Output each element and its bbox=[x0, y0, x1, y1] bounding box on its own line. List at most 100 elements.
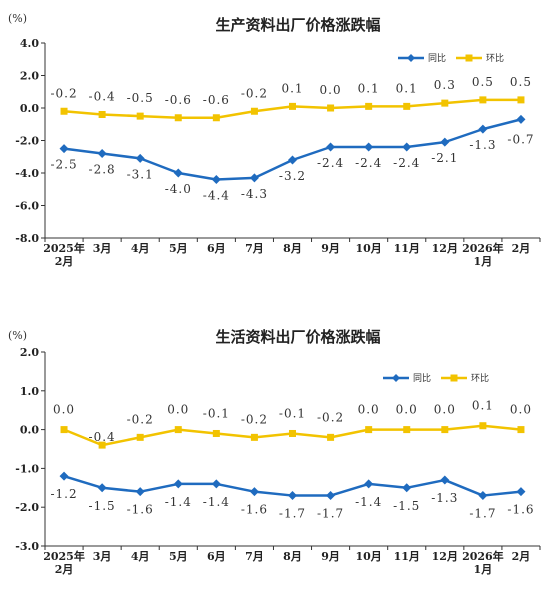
data-label-mom: 0.0 bbox=[167, 403, 189, 417]
data-point-mom bbox=[250, 107, 258, 115]
data-label-mom: 0.1 bbox=[358, 81, 380, 95]
x-tick-label-line: 2026年 bbox=[462, 241, 504, 255]
legend-marker-yoy bbox=[407, 54, 415, 62]
data-label-mom: -0.6 bbox=[203, 93, 230, 107]
x-tick-label-line: 9月 bbox=[321, 242, 340, 255]
x-tick-label: 2026年 1月 bbox=[462, 241, 504, 268]
chart-title: 生产资料出厂价格涨跌幅 bbox=[215, 16, 380, 34]
y-unit-label: (%) bbox=[8, 12, 27, 25]
data-label-yoy: -1.7 bbox=[279, 507, 306, 521]
data-label-yoy: -4.3 bbox=[241, 187, 268, 201]
data-point-mom bbox=[212, 114, 220, 122]
data-point-mom bbox=[136, 112, 144, 120]
x-tick-label-line: 5月 bbox=[169, 242, 188, 255]
x-tick-label: 8月 bbox=[283, 242, 302, 255]
x-tick-label: 4月 bbox=[131, 242, 150, 255]
data-label-mom: 0.1 bbox=[396, 81, 418, 95]
data-point-mom bbox=[517, 96, 525, 104]
x-tick-label-line: 2月 bbox=[55, 563, 74, 576]
data-label-mom: -0.2 bbox=[241, 412, 268, 426]
data-label-mom: -0.2 bbox=[241, 86, 268, 100]
data-label-yoy: -2.1 bbox=[431, 151, 458, 165]
x-tick-label-line: 3月 bbox=[93, 242, 112, 255]
legend-label-mom: 环比 bbox=[471, 372, 489, 384]
chart-title: 生活资料出厂价格涨跌幅 bbox=[215, 328, 380, 346]
data-point-yoy bbox=[211, 175, 221, 184]
data-label-yoy: -3.1 bbox=[127, 167, 154, 181]
y-tick-label: -1.0 bbox=[15, 462, 39, 475]
data-point-yoy bbox=[59, 144, 69, 154]
x-tick-label-line: 11月 bbox=[394, 242, 420, 255]
x-tick-label: 9月 bbox=[321, 242, 340, 255]
data-point-yoy bbox=[97, 149, 107, 158]
data-label-mom: 0.0 bbox=[358, 403, 380, 417]
data-point-mom bbox=[289, 429, 296, 437]
data-label-yoy: -1.4 bbox=[165, 495, 192, 509]
data-point-mom bbox=[479, 96, 487, 104]
data-label-mom: -0.2 bbox=[127, 412, 154, 426]
y-unit-label: (%) bbox=[8, 329, 27, 342]
data-point-mom bbox=[365, 102, 373, 110]
data-point-mom bbox=[403, 426, 411, 434]
data-label-mom: 0.1 bbox=[472, 399, 494, 413]
data-point-yoy bbox=[364, 142, 374, 152]
y-tick-label: 2.0 bbox=[20, 346, 39, 359]
data-point-mom bbox=[174, 114, 182, 122]
data-label-mom: -0.4 bbox=[89, 430, 116, 444]
x-tick-label: 2026年 1月 bbox=[462, 549, 504, 576]
x-tick-label-line: 5月 bbox=[169, 550, 188, 563]
x-tick-label: 2025年 2月 bbox=[43, 241, 85, 268]
data-point-mom bbox=[250, 433, 258, 441]
data-point-yoy bbox=[249, 487, 259, 497]
data-point-yoy bbox=[440, 475, 450, 485]
data-label-yoy: -1.6 bbox=[127, 503, 154, 517]
y-tick-label: 0.0 bbox=[20, 102, 39, 115]
data-label-yoy: -1.3 bbox=[431, 491, 458, 505]
data-label-yoy: -1.2 bbox=[50, 487, 77, 501]
data-point-mom bbox=[136, 433, 144, 441]
x-tick-label-line: 10月 bbox=[355, 242, 381, 255]
x-tick-label: 9月 bbox=[321, 550, 340, 563]
legend-label-yoy: 同比 bbox=[428, 52, 446, 64]
data-label-yoy: -1.7 bbox=[317, 507, 344, 521]
x-tick-label: 10月 bbox=[355, 550, 381, 563]
data-point-yoy bbox=[135, 487, 145, 497]
x-tick-label: 8月 bbox=[283, 550, 302, 563]
data-label-mom: -0.2 bbox=[317, 410, 344, 424]
x-tick-label: 3月 bbox=[93, 242, 112, 255]
x-tick-label-line: 2026年 bbox=[462, 549, 504, 563]
data-point-yoy bbox=[288, 491, 297, 501]
data-point-mom bbox=[174, 426, 182, 434]
data-point-yoy bbox=[135, 153, 145, 163]
x-tick-label-line: 9月 bbox=[321, 550, 340, 563]
y-tick-label: -3.0 bbox=[15, 540, 39, 553]
x-tick-label-line: 6月 bbox=[207, 550, 226, 563]
x-tick-label-line: 10月 bbox=[355, 550, 381, 563]
x-tick-label: 5月 bbox=[169, 550, 188, 563]
data-point-yoy bbox=[211, 479, 221, 489]
x-tick-label-line: 11月 bbox=[394, 550, 420, 563]
data-point-yoy bbox=[516, 114, 526, 124]
data-point-mom bbox=[327, 433, 335, 441]
x-tick-label: 6月 bbox=[207, 242, 226, 255]
data-label-mom: 0.0 bbox=[320, 83, 342, 97]
x-tick-label: 7月 bbox=[245, 550, 264, 563]
x-tick-label: 11月 bbox=[394, 242, 420, 255]
y-tick-label: 0.0 bbox=[20, 424, 39, 437]
x-tick-label-line: 1月 bbox=[474, 563, 493, 576]
data-point-mom bbox=[365, 426, 373, 434]
x-tick-label-line: 2月 bbox=[512, 550, 531, 563]
data-point-yoy bbox=[326, 491, 336, 501]
chart-1: 生产资料出厂价格涨跌幅 (%) 4.0 2.0 0.0 -2.0 -4.0 -6.0 -8.0 2… bbox=[8, 12, 541, 268]
data-label-mom: -0.1 bbox=[203, 406, 230, 420]
data-label-yoy: -4.4 bbox=[203, 189, 230, 203]
data-point-yoy bbox=[402, 483, 412, 493]
data-label-yoy: -0.7 bbox=[507, 132, 534, 146]
data-label-mom: 0.3 bbox=[434, 78, 456, 92]
data-point-yoy bbox=[59, 471, 69, 481]
data-label-yoy: -4.0 bbox=[165, 182, 192, 196]
data-point-mom bbox=[479, 422, 487, 430]
data-label-mom: -0.4 bbox=[89, 90, 116, 104]
data-label-yoy: -2.4 bbox=[317, 156, 344, 170]
data-label-yoy: -2.8 bbox=[89, 163, 116, 177]
